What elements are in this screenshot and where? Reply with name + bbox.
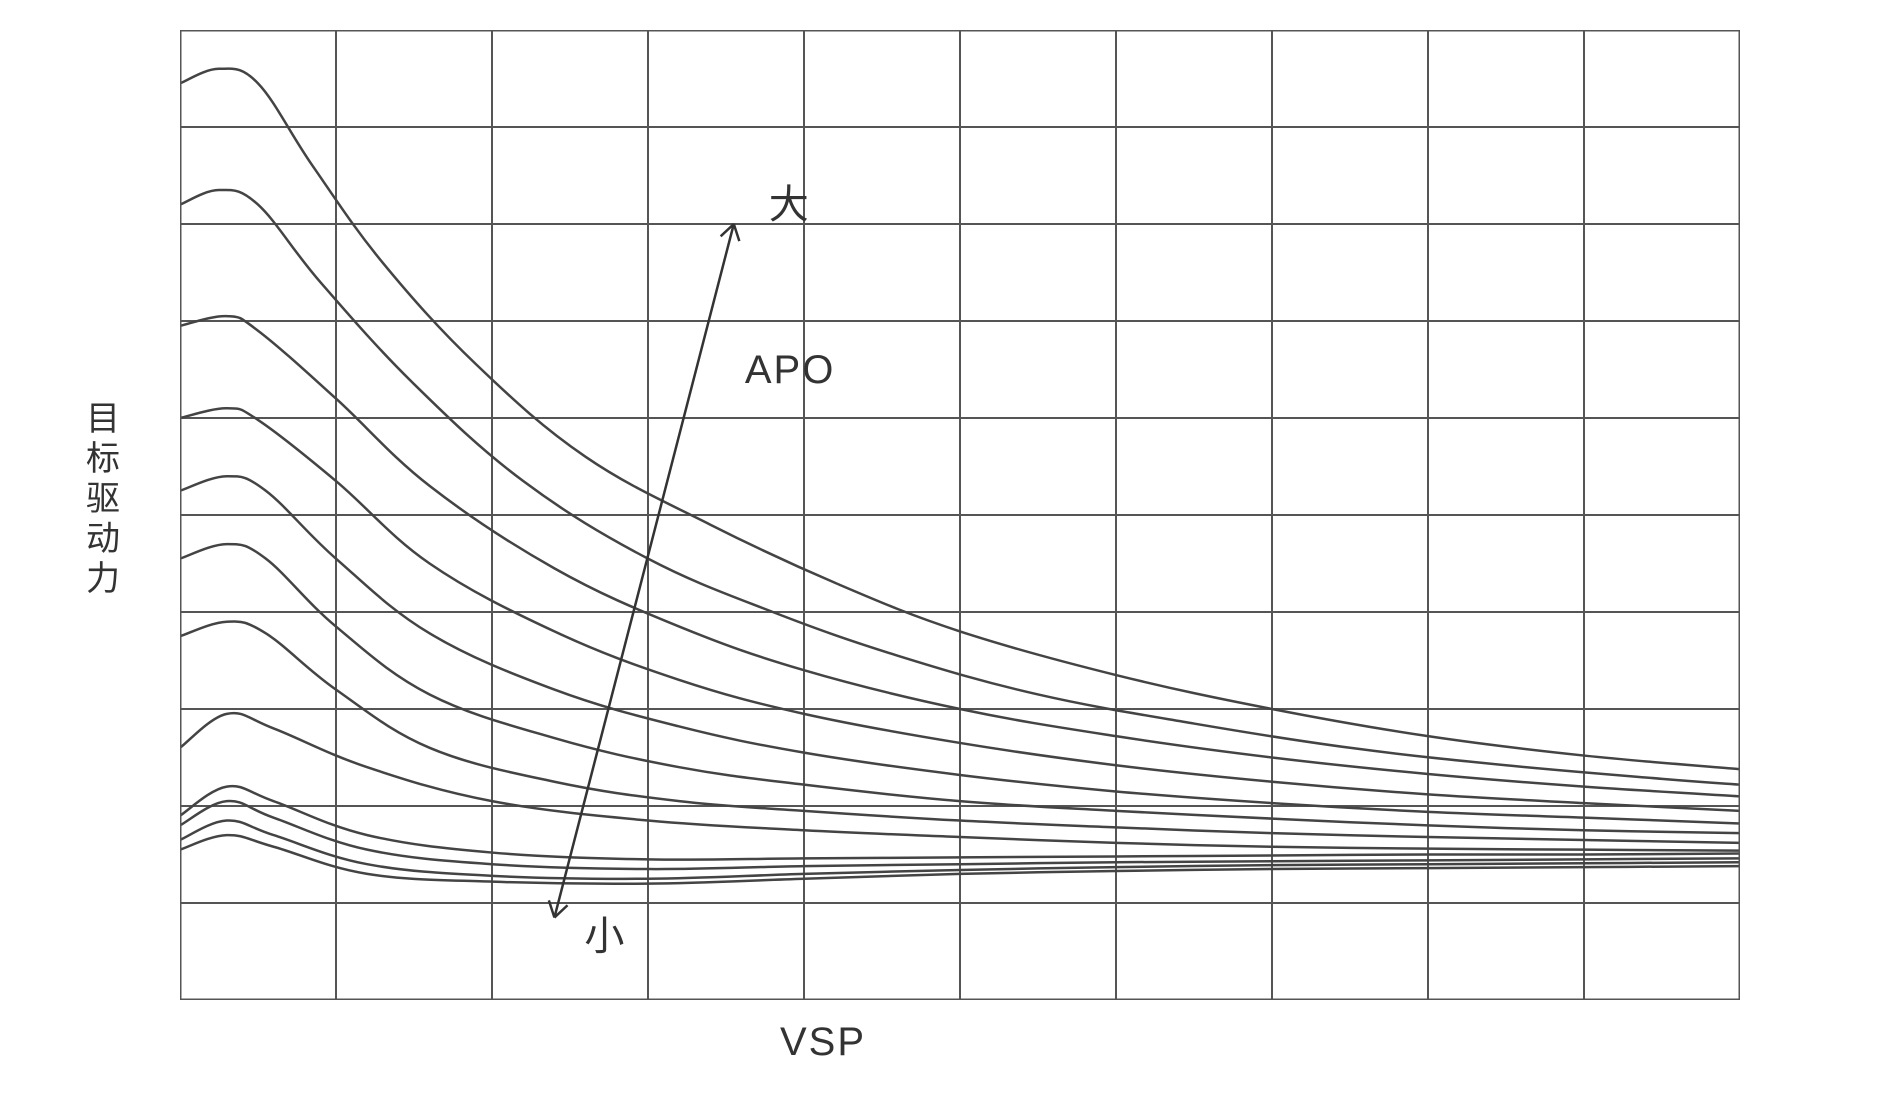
y-axis-label: 目标驱动力 [76, 400, 125, 600]
svg-text:小: 小 [584, 914, 624, 959]
svg-text:大: 大 [769, 182, 809, 227]
chart-svg: 大 APO 小 [180, 30, 1740, 1000]
svg-text:APO: APO [745, 348, 835, 392]
x-axis-label: VSP [780, 1020, 866, 1065]
chart-plot-area: 大 APO 小 [180, 30, 1740, 1000]
